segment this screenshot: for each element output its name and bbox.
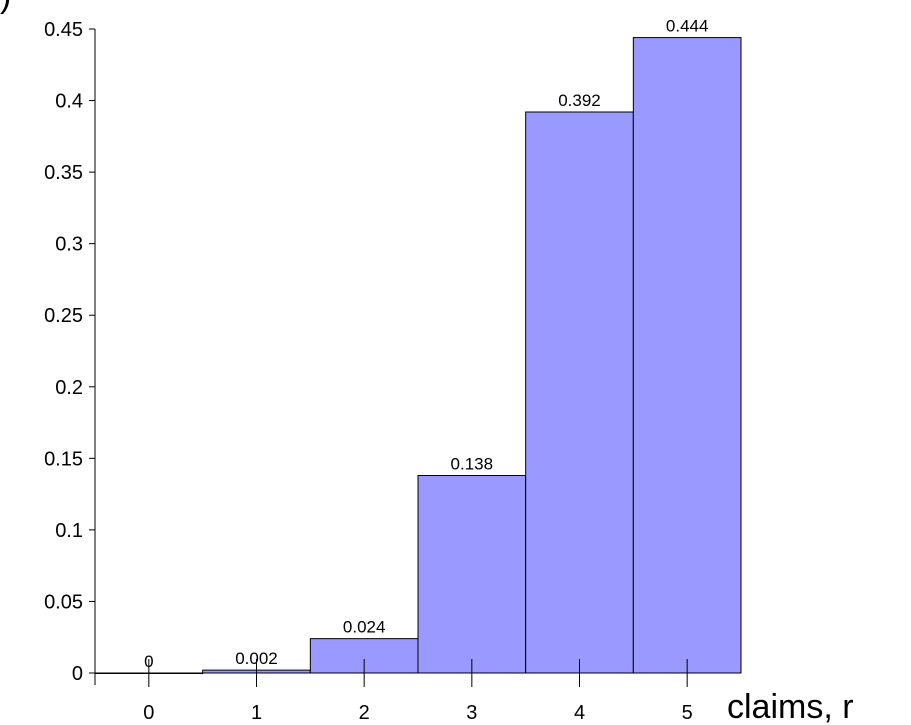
y-tick-label: 0.15 bbox=[44, 448, 83, 470]
y-tick-label: 0 bbox=[72, 663, 83, 685]
x-axis: 0 1 2 3 4 5 bbox=[95, 659, 741, 724]
data-label-2: 0.024 bbox=[343, 618, 386, 637]
x-axis-label: claims, r bbox=[727, 688, 854, 725]
y-axis-label: ) bbox=[0, 0, 11, 15]
x-tick-label-2: 2 bbox=[359, 702, 370, 724]
x-tick-label-5: 5 bbox=[682, 702, 693, 724]
x-tick-label-0: 0 bbox=[143, 702, 154, 724]
y-tick-label: 0.25 bbox=[44, 305, 83, 327]
bar-3 bbox=[417, 475, 527, 674]
y-tick-label: 0.2 bbox=[55, 377, 83, 399]
y-tick-label: 0.1 bbox=[55, 520, 83, 542]
data-label-5: 0.444 bbox=[666, 17, 709, 36]
bar-5 bbox=[632, 37, 742, 674]
x-tick-label-3: 3 bbox=[466, 702, 477, 724]
y-axis: 0 0.05 0.1 0.15 0.2 0.25 0.3 0.35 0.4 0.45 bbox=[44, 19, 96, 685]
y-tick-label: 0.45 bbox=[44, 19, 83, 41]
y-tick-label: 0.05 bbox=[44, 591, 83, 613]
y-tick-label: 0.3 bbox=[55, 234, 83, 256]
y-tick-label: 0.35 bbox=[44, 162, 83, 184]
bars-group bbox=[94, 37, 742, 674]
data-label-4: 0.392 bbox=[558, 91, 601, 110]
y-tick-label: 0.4 bbox=[55, 91, 83, 113]
data-labels-group: 0 0.002 0.024 0.138 0.392 0.444 bbox=[144, 17, 708, 671]
data-label-3: 0.138 bbox=[451, 455, 494, 474]
x-tick-label-4: 4 bbox=[574, 702, 585, 724]
data-label-0: 0 bbox=[144, 652, 153, 671]
x-tick-label-1: 1 bbox=[251, 702, 262, 724]
data-label-1: 0.002 bbox=[235, 649, 278, 668]
bar-4 bbox=[525, 111, 634, 674]
